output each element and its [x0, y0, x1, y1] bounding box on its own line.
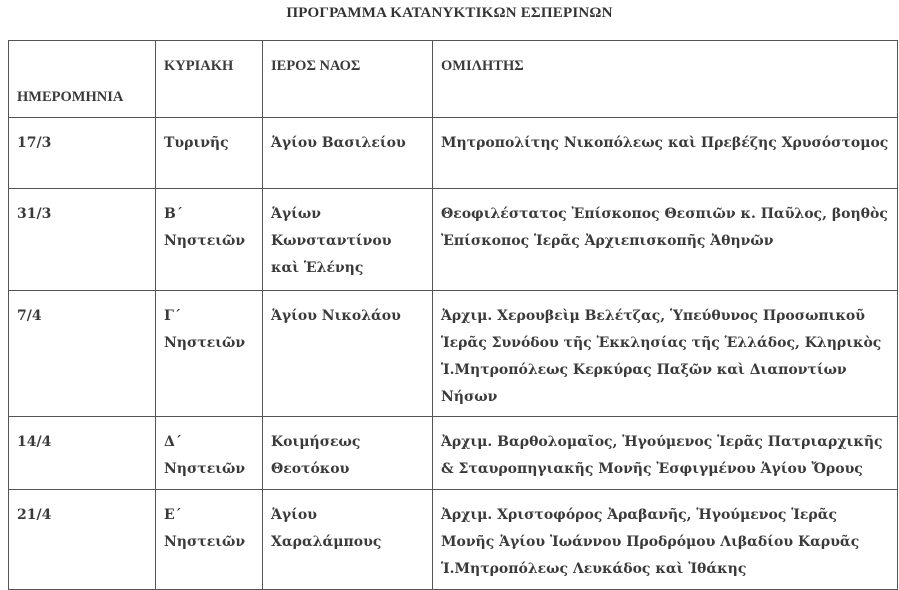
cell-sunday: Γ΄ Νηστειῶν	[155, 290, 263, 417]
header-sunday: ΚΥΡΙΑΚΗ	[155, 40, 263, 118]
table-row: 17/3 Τυρινῆς Ἁγίου Βασιλείου Μητροπολίτη…	[8, 117, 898, 189]
table-row: 21/4 Ε΄ Νηστειῶν Ἁγίου Χαραλάμπους Ἀρχιμ…	[8, 489, 898, 590]
table-row: 31/3 Β΄ Νηστειῶν Ἁγίων Κωνσταντίνου καὶ …	[8, 188, 898, 291]
header-row: ΗΜΕΡΟΜΗΝΙΑ ΚΥΡΙΑΚΗ ΙΕΡΟΣ ΝΑΟΣ ΟΜΙΛΗΤΗΣ	[8, 40, 898, 118]
cell-speaker: Ἀρχιμ. Βαρθολομαῖος, Ἡγούμενος Ἱερᾶς Πατ…	[432, 416, 898, 490]
schedule-table: ΗΜΕΡΟΜΗΝΙΑ ΚΥΡΙΑΚΗ ΙΕΡΟΣ ΝΑΟΣ ΟΜΙΛΗΤΗΣ 1…	[8, 40, 898, 590]
cell-church: Ἁγίου Χαραλάμπους	[262, 489, 433, 590]
cell-date: 21/4	[8, 489, 156, 590]
cell-date: 14/4	[8, 416, 156, 490]
cell-sunday: Δ΄ Νηστειῶν	[155, 416, 263, 490]
cell-sunday: Ε΄ Νηστειῶν	[155, 489, 263, 590]
header-church: ΙΕΡΟΣ ΝΑΟΣ	[262, 40, 433, 118]
cell-speaker: Ἀρχιμ. Χριστοφόρος Ἀραβανῆς, Ἡγούμενος Ἱ…	[432, 489, 898, 590]
cell-date: 7/4	[8, 290, 156, 417]
page-title: ΠΡΟΓΡΑΜΜΑ ΚΑΤΑΝΥΚΤΙΚΩΝ ΕΣΠΕΡΙΝΩΝ	[286, 5, 613, 21]
table-row: 14/4 Δ΄ Νηστειῶν Κοιμήσεως Θεοτόκου Ἀρχι…	[8, 416, 898, 490]
cell-church: Ἁγίου Βασιλείου	[262, 117, 433, 189]
header-date: ΗΜΕΡΟΜΗΝΙΑ	[8, 40, 156, 118]
cell-sunday: Τυρινῆς	[155, 117, 263, 189]
cell-date: 31/3	[8, 188, 156, 291]
cell-sunday: Β΄ Νηστειῶν	[155, 188, 263, 291]
header-speaker: ΟΜΙΛΗΤΗΣ	[432, 40, 898, 118]
cell-church: Ἁγίου Νικολάου	[262, 290, 433, 417]
cell-speaker: Θεοφιλέστατος Ἐπίσκοπος Θεσπιῶν κ. Παῦλο…	[432, 188, 898, 291]
table-row: 7/4 Γ΄ Νηστειῶν Ἁγίου Νικολάου Ἀρχιμ. Χε…	[8, 290, 898, 417]
cell-church: Κοιμήσεως Θεοτόκου	[262, 416, 433, 490]
cell-church: Ἁγίων Κωνσταντίνου καὶ Ἑλένης	[262, 188, 433, 291]
cell-speaker: Μητροπολίτης Νικοπόλεως καὶ Πρεβέζης Χρυ…	[432, 117, 898, 189]
cell-speaker: Ἀρχιμ. Χερουβεὶμ Βελέτζας, Ὑπεύθυνος Προ…	[432, 290, 898, 417]
cell-date: 17/3	[8, 117, 156, 189]
